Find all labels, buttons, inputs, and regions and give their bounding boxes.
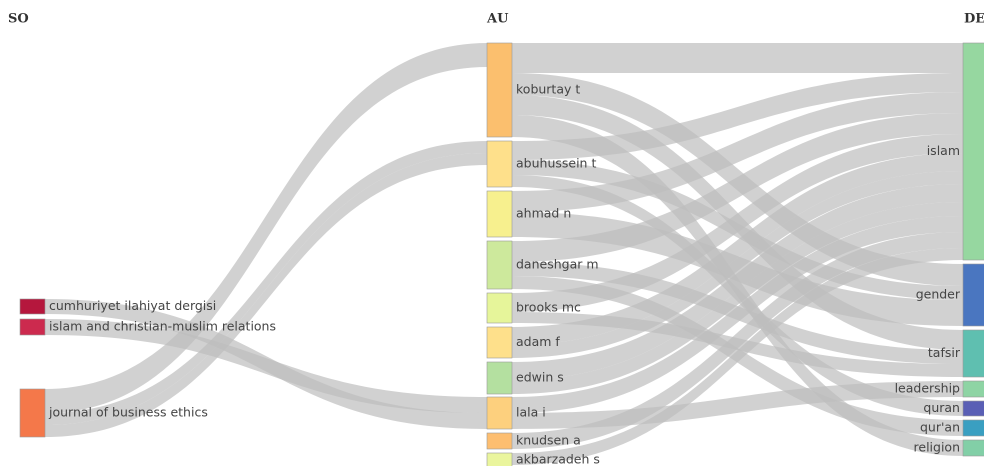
column-header: DE xyxy=(964,12,984,27)
link xyxy=(512,134,963,312)
node-label: koburtay t xyxy=(516,82,580,97)
link xyxy=(512,202,963,394)
nodes: cumhuriyet ilahiyat dergisi islam and chr… xyxy=(19,42,984,466)
link xyxy=(512,73,963,160)
node xyxy=(486,190,513,238)
column-header: AU xyxy=(486,12,509,27)
node-label: tafsir xyxy=(928,345,961,360)
node xyxy=(962,380,984,398)
link xyxy=(45,43,487,413)
node xyxy=(486,140,513,188)
link xyxy=(512,248,963,465)
node-label: quran xyxy=(923,400,960,415)
link xyxy=(45,153,487,437)
node xyxy=(962,419,984,437)
node xyxy=(486,42,513,138)
node-label: ahmad n xyxy=(516,206,571,221)
links xyxy=(45,43,963,465)
node xyxy=(486,396,513,430)
node-label: akbarzadeh s xyxy=(516,452,600,466)
node-label: religion xyxy=(914,440,960,455)
node xyxy=(962,439,984,457)
node-label: abuhussein t xyxy=(516,156,596,171)
node-label: daneshgar m xyxy=(516,257,599,272)
node-label: gender xyxy=(916,287,961,302)
link xyxy=(512,153,963,345)
node-label: qur'an xyxy=(920,420,960,435)
link xyxy=(512,113,963,262)
node-label: leadership xyxy=(895,381,960,396)
link xyxy=(45,141,487,425)
link xyxy=(512,92,963,212)
link xyxy=(512,171,963,358)
node xyxy=(486,361,513,395)
node-label: edwin s xyxy=(516,370,564,385)
node-label: islam xyxy=(927,143,960,158)
link xyxy=(512,184,963,380)
node xyxy=(962,42,984,261)
node-label: lala i xyxy=(516,405,546,420)
node xyxy=(962,329,984,378)
node xyxy=(486,432,513,450)
node-label: brooks mc xyxy=(516,300,581,315)
link xyxy=(45,299,487,429)
node xyxy=(486,292,513,324)
node xyxy=(19,298,46,315)
node-label: knudsen a xyxy=(516,433,581,448)
node xyxy=(19,318,46,336)
link xyxy=(512,232,963,449)
node xyxy=(486,452,513,466)
node xyxy=(19,388,46,438)
node xyxy=(486,326,513,359)
link xyxy=(512,216,963,413)
column-header: SO xyxy=(8,12,29,27)
node-label: cumhuriyet ilahiyat dergisi xyxy=(49,298,216,313)
node xyxy=(962,400,984,417)
node xyxy=(962,263,984,327)
node-label: adam f xyxy=(516,334,560,349)
node-label: islam and christian-muslim relations xyxy=(49,319,276,334)
link xyxy=(512,43,963,73)
node-label: journal of business ethics xyxy=(48,405,208,420)
node xyxy=(486,240,513,290)
